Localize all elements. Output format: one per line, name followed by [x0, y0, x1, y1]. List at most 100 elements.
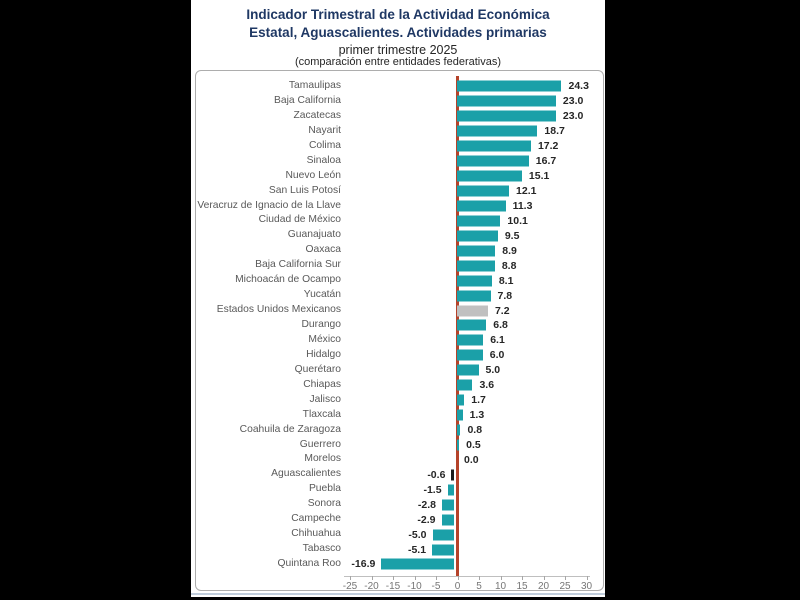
bar — [441, 514, 454, 526]
x-axis-tick — [543, 576, 545, 580]
bar-row: Tlaxcala 1.3 — [196, 408, 603, 423]
bar-row: Morelos 0.0 — [196, 452, 603, 467]
x-axis-tick — [522, 576, 523, 580]
bar-row: Coahuila de Zaragoza 0.8 — [196, 423, 603, 438]
bar — [441, 499, 454, 511]
bar-canvas: 7.8 — [346, 288, 603, 303]
bar-canvas: -16.9 — [346, 557, 603, 572]
bar — [457, 125, 538, 137]
bar — [457, 334, 484, 346]
bar-canvas: 0.0 — [346, 452, 603, 467]
value-label: 0.0 — [464, 453, 479, 466]
bar-canvas: 17.2 — [346, 139, 603, 154]
bar-row: Chiapas 3.6 — [196, 378, 603, 393]
bar-row: Tabasco -5.1 — [196, 542, 603, 557]
value-label: 0.8 — [467, 424, 483, 437]
chart-panel: Gráfica 2 Indicador Trimestral de la Act… — [191, 0, 605, 597]
chart-subtitle-comparison: (comparación entre entidades federativas… — [294, 56, 502, 68]
state-label: Puebla — [308, 483, 341, 495]
value-label: 1.7 — [471, 394, 486, 407]
x-axis-tick-label: 0 — [454, 581, 461, 592]
bar-row: Durango 6.8 — [196, 318, 603, 333]
bar-canvas: -1.5 — [346, 482, 603, 497]
bar-canvas: 12.1 — [346, 184, 603, 199]
x-axis-tick — [457, 576, 459, 580]
x-axis-tick-label: 5 — [476, 581, 482, 592]
bar — [457, 394, 465, 406]
bar — [457, 110, 556, 122]
x-axis-tick — [371, 576, 373, 580]
bar — [432, 529, 454, 541]
x-axis-tick — [393, 576, 394, 580]
value-label: 18.7 — [544, 125, 565, 138]
x-axis-tick-label: 20 — [537, 581, 550, 592]
state-label: Sinaloa — [306, 154, 341, 166]
bar-canvas: -2.9 — [346, 512, 603, 527]
x-axis-tick-label: -5 — [431, 581, 441, 592]
state-label: Sonora — [307, 498, 341, 510]
bar-row: Jalisco 1.7 — [196, 393, 603, 408]
bar-canvas: -0.6 — [346, 467, 603, 482]
bar-canvas: 0.8 — [346, 423, 603, 438]
bar-row: Colima 17.2 — [196, 139, 603, 154]
value-label: -2.8 — [417, 498, 436, 511]
bar-row: Michoacán de Ocampo 8.1 — [196, 273, 603, 288]
bar-canvas: -5.1 — [346, 542, 603, 557]
x-axis-tick — [414, 576, 416, 580]
bar-canvas: 24.3 — [346, 79, 603, 94]
x-axis-tick-label: 10 — [494, 581, 507, 592]
value-label: 11.3 — [512, 199, 533, 212]
state-label: Colima — [308, 139, 341, 151]
figure-label-clipped: Gráfica 2 — [191, 0, 605, 4]
bar-canvas: 6.1 — [346, 333, 603, 348]
bar-canvas: 23.0 — [346, 109, 603, 124]
bar-canvas: 8.9 — [346, 243, 603, 258]
value-label: 8.9 — [502, 244, 517, 257]
state-label: Campeche — [291, 513, 341, 525]
bar — [457, 364, 479, 376]
bar-row: Yucatán 7.8 — [196, 288, 603, 303]
bar — [457, 439, 460, 451]
bar — [457, 349, 483, 361]
bar-row: Chihuahua -5.0 — [196, 527, 603, 542]
bar-canvas: 8.1 — [346, 273, 603, 288]
bar-canvas: 1.3 — [346, 408, 603, 423]
plot-area: Tamaulipas 24.3 Baja California 23.0 Zacatec… — [195, 70, 604, 592]
state-label: Ciudad de México — [258, 214, 341, 226]
bar-canvas: 6.8 — [346, 318, 603, 333]
bar-canvas: 23.0 — [346, 94, 603, 109]
bar-rows: Tamaulipas 24.3 Baja California 23.0 Zacatec… — [196, 79, 603, 572]
bar-row: Puebla -1.5 — [196, 482, 603, 497]
state-label: México — [308, 333, 341, 345]
bar-row: Hidalgo 6.0 — [196, 348, 603, 363]
bar-row: Guanajuato 9.5 — [196, 228, 603, 243]
bar — [457, 230, 498, 242]
value-label: -5.1 — [407, 543, 427, 556]
bar — [457, 155, 529, 167]
value-label: 23.0 — [562, 95, 584, 108]
bar — [457, 170, 522, 182]
value-label: -0.6 — [427, 468, 446, 481]
state-label: Baja California — [274, 94, 341, 106]
chart-title-line1: Indicador Trimestral de la Actividad Eco… — [246, 7, 550, 22]
x-axis-tick-label: -15 — [385, 581, 401, 592]
x-axis: -25 -20 -15 -10 -5 0 5 10 15 20 25 30 — [343, 576, 592, 592]
bar-row: Nayarit 18.7 — [196, 124, 603, 139]
x-axis-tick — [500, 576, 502, 580]
value-label: 23.0 — [562, 110, 584, 123]
value-label: 15.1 — [528, 170, 550, 183]
state-label: Guanajuato — [287, 229, 341, 241]
state-label: Quintana Roo — [277, 558, 341, 569]
x-axis-tick — [586, 576, 588, 580]
footer-divider — [191, 593, 605, 595]
x-axis-tick — [436, 576, 437, 580]
bar-row: Zacatecas 23.0 — [196, 109, 603, 124]
x-axis-tick-label: -10 — [407, 581, 422, 592]
bar-row: Quintana Roo -16.9 — [196, 557, 603, 572]
state-label: Baja California Sur — [255, 259, 341, 271]
bar-canvas: 16.7 — [346, 154, 603, 169]
bar — [457, 260, 495, 272]
chart-subtitle: primer trimestre 2025 — [338, 43, 458, 57]
bar-canvas: 5.0 — [346, 363, 603, 378]
x-axis-tick-label: -20 — [364, 581, 379, 592]
